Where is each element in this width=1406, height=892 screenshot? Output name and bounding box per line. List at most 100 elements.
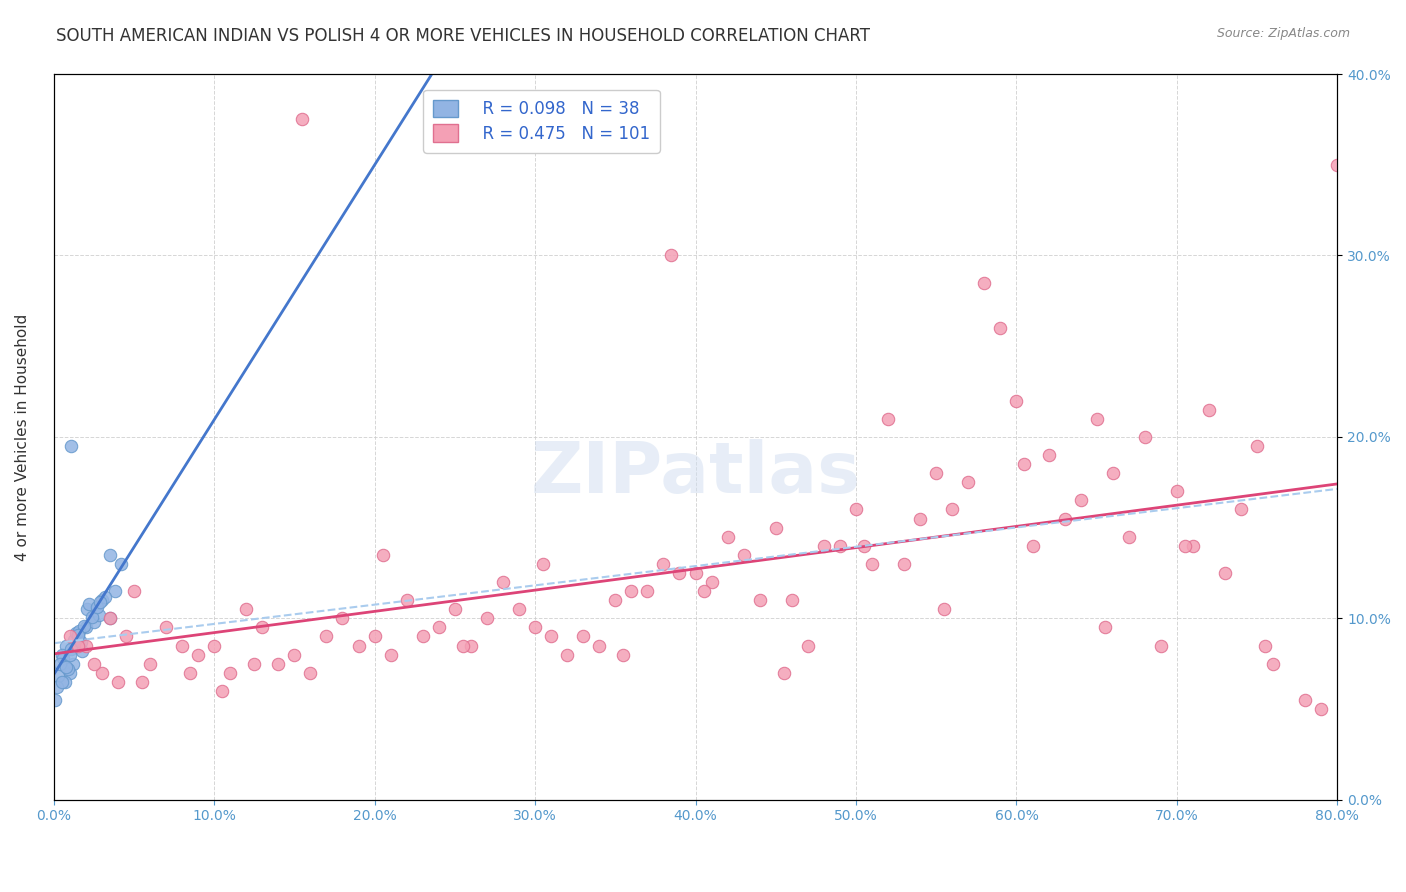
Point — [114, 630, 136, 644]
Point — [98, 548, 121, 562]
Text: ZIPatlas: ZIPatlas — [530, 439, 860, 508]
Point — [82, 609, 104, 624]
Point — [170, 639, 193, 653]
Point — [1021, 539, 1043, 553]
Point — [1053, 511, 1076, 525]
Point — [1101, 466, 1123, 480]
Point — [508, 602, 530, 616]
Point — [765, 520, 787, 534]
Text: Source: ZipAtlas.com: Source: ZipAtlas.com — [1216, 27, 1350, 40]
Point — [877, 411, 900, 425]
Point — [48, 669, 70, 683]
Point — [941, 502, 963, 516]
Point — [1198, 402, 1220, 417]
Point — [1118, 530, 1140, 544]
Point — [1181, 539, 1204, 553]
Point — [66, 630, 89, 644]
Point — [588, 639, 610, 653]
Point — [1133, 430, 1156, 444]
Point — [524, 620, 547, 634]
Point — [636, 584, 658, 599]
Point — [443, 602, 465, 616]
Point — [1174, 539, 1197, 553]
Point — [605, 593, 627, 607]
Point — [860, 557, 883, 571]
Point — [1005, 393, 1028, 408]
Point — [62, 657, 84, 671]
Point — [531, 557, 554, 571]
Point — [412, 630, 434, 644]
Point — [211, 684, 233, 698]
Point — [315, 630, 337, 644]
Point — [813, 539, 835, 553]
Point — [1230, 502, 1253, 516]
Y-axis label: 4 or more Vehicles in Household: 4 or more Vehicles in Household — [15, 313, 30, 560]
Point — [1085, 411, 1108, 425]
Point — [94, 590, 117, 604]
Point — [66, 639, 89, 653]
Point — [76, 602, 98, 616]
Point — [52, 651, 75, 665]
Point — [716, 530, 738, 544]
Point — [45, 680, 67, 694]
Point — [53, 674, 76, 689]
Point — [59, 648, 82, 662]
Point — [55, 660, 77, 674]
Point — [243, 657, 266, 671]
Point — [179, 665, 201, 680]
Point — [122, 584, 145, 599]
Point — [661, 248, 683, 262]
Point — [780, 593, 803, 607]
Point — [893, 557, 915, 571]
Point — [332, 611, 354, 625]
Point — [110, 557, 132, 571]
Point — [973, 276, 995, 290]
Point — [77, 597, 100, 611]
Point — [1070, 493, 1092, 508]
Point — [845, 502, 868, 516]
Legend:   R = 0.098   N = 38,   R = 0.475   N = 101: R = 0.098 N = 38, R = 0.475 N = 101 — [423, 89, 659, 153]
Point — [925, 466, 948, 480]
Point — [60, 642, 83, 657]
Point — [66, 627, 89, 641]
Point — [63, 633, 86, 648]
Point — [70, 635, 93, 649]
Point — [363, 630, 385, 644]
Point — [1166, 484, 1188, 499]
Point — [612, 648, 634, 662]
Point — [90, 593, 112, 607]
Point — [98, 611, 121, 625]
Point — [1310, 702, 1333, 716]
Point — [460, 639, 482, 653]
Point — [380, 648, 402, 662]
Point — [990, 321, 1012, 335]
Point — [828, 539, 851, 553]
Text: SOUTH AMERICAN INDIAN VS POLISH 4 OR MORE VEHICLES IN HOUSEHOLD CORRELATION CHAR: SOUTH AMERICAN INDIAN VS POLISH 4 OR MOR… — [56, 27, 870, 45]
Point — [89, 595, 111, 609]
Point — [668, 566, 690, 580]
Point — [908, 511, 931, 525]
Point — [1263, 657, 1285, 671]
Point — [56, 662, 79, 676]
Point — [73, 618, 96, 632]
Point — [49, 657, 72, 671]
Point — [692, 584, 714, 599]
Point — [252, 620, 274, 634]
Point — [957, 475, 980, 490]
Point — [139, 657, 162, 671]
Point — [83, 657, 105, 671]
Point — [187, 648, 209, 662]
Point — [51, 674, 73, 689]
Point — [700, 575, 723, 590]
Point — [87, 607, 110, 622]
Point — [1254, 639, 1277, 653]
Point — [65, 625, 87, 640]
Point — [131, 674, 153, 689]
Point — [51, 648, 73, 662]
Point — [86, 600, 108, 615]
Point — [219, 665, 242, 680]
Point — [104, 584, 127, 599]
Point — [475, 611, 498, 625]
Point — [60, 439, 83, 453]
Point — [555, 648, 578, 662]
